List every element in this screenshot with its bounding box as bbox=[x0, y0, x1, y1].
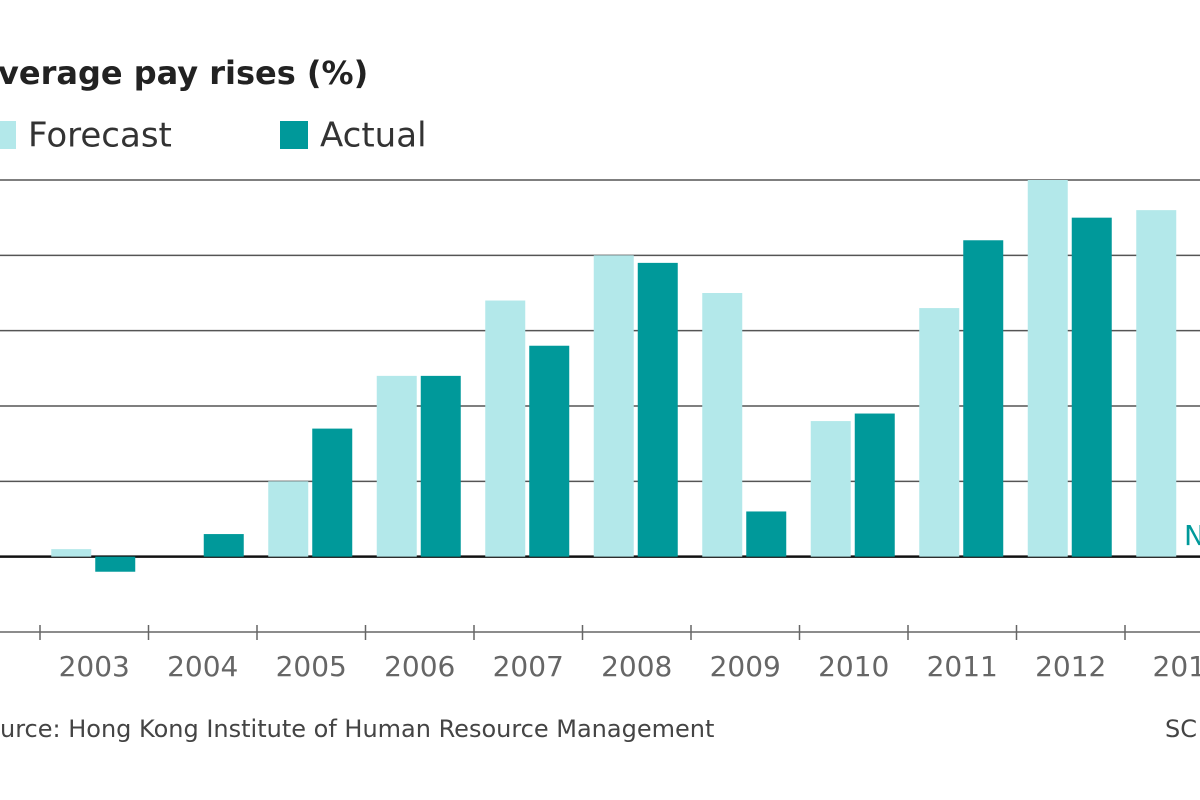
x-tick-label: 2008 bbox=[601, 650, 672, 683]
bar bbox=[637, 262, 678, 557]
source: urce: Hong Kong Institute of Human Resou… bbox=[0, 715, 714, 743]
bar bbox=[702, 293, 743, 557]
annotation: N bbox=[1184, 519, 1200, 552]
legend-swatch bbox=[280, 121, 308, 149]
x-tick-label: 2005 bbox=[276, 650, 347, 683]
bar bbox=[810, 421, 851, 557]
x-tick-label: 2004 bbox=[167, 650, 238, 683]
x-tick-label: 2010 bbox=[818, 650, 889, 683]
x-tick-label: 2012 bbox=[1035, 650, 1106, 683]
bar bbox=[51, 549, 92, 557]
legend-label: Forecast bbox=[28, 116, 172, 156]
bar bbox=[1071, 217, 1112, 557]
bar bbox=[95, 556, 136, 572]
x-tick-label: 2009 bbox=[710, 650, 781, 683]
bar bbox=[203, 534, 244, 557]
bar bbox=[1027, 180, 1068, 557]
bar bbox=[746, 511, 787, 557]
legend-label: Actual bbox=[320, 116, 427, 156]
bar bbox=[420, 375, 461, 557]
credit: SC bbox=[1165, 715, 1197, 743]
bar bbox=[312, 428, 353, 557]
bar bbox=[919, 308, 960, 557]
legend-swatch bbox=[0, 121, 16, 149]
bar bbox=[268, 481, 309, 557]
x-tick-label: 2007 bbox=[493, 650, 564, 683]
x-tick-label: 2011 bbox=[927, 650, 998, 683]
bar bbox=[485, 300, 526, 557]
bar bbox=[529, 345, 570, 557]
x-tick-label: 2003 bbox=[59, 650, 130, 683]
bar bbox=[854, 413, 895, 557]
bar bbox=[593, 255, 634, 557]
bar bbox=[963, 240, 1004, 557]
x-tick-label: 201 bbox=[1153, 650, 1200, 683]
bar bbox=[376, 375, 417, 557]
bar bbox=[1136, 210, 1177, 557]
x-tick-label: 2006 bbox=[384, 650, 455, 683]
chart-title: verage pay rises (%) bbox=[0, 54, 368, 92]
